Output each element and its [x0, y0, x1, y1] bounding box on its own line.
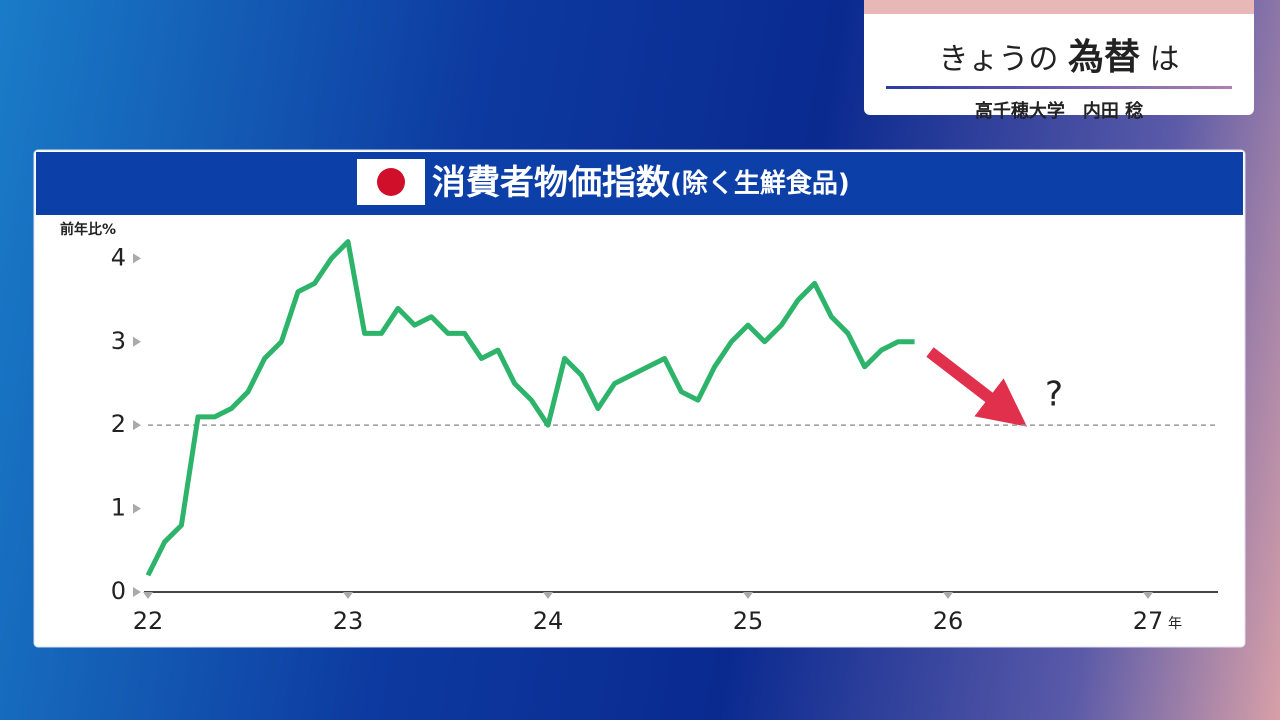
- x-tick-label: 22: [133, 607, 164, 635]
- y-tick: [133, 503, 141, 514]
- x-unit: 年: [1168, 616, 1182, 632]
- x-tick: [543, 592, 553, 599]
- data-line: [145, 239, 915, 577]
- y-tick-label: 0: [111, 577, 126, 605]
- y-tick-label: 1: [111, 494, 126, 522]
- y-tick: [133, 420, 141, 431]
- chart-title: 消費者物価指数(除く生鮮食品): [432, 163, 850, 203]
- header-subtitle: 高千穂大学 内田 稔: [974, 101, 1144, 122]
- title-suffix: (除く生鮮食品): [670, 168, 850, 199]
- x-tick: [343, 592, 353, 599]
- header: きょうの 為替 は 高千穂大学 内田 稔: [864, 0, 1254, 122]
- x-tick: [743, 592, 753, 599]
- annotation: ?: [1045, 375, 1063, 415]
- divider: [886, 86, 1232, 89]
- y-tick-label: 3: [111, 327, 126, 355]
- y-tick: [133, 336, 141, 347]
- flag-sun: [377, 168, 405, 196]
- x-tick-label: 26: [933, 607, 964, 635]
- title-post: は: [1149, 42, 1180, 77]
- arrow: [926, 347, 1028, 427]
- title-pre: きょうの: [938, 42, 1059, 77]
- x-tick: [143, 592, 153, 599]
- y-axis-label: 前年比%: [60, 221, 116, 238]
- y-tick-label: 2: [111, 410, 126, 438]
- x-tick-label: 27: [1133, 607, 1164, 635]
- header-title: きょうの 為替 は: [864, 28, 1254, 80]
- panel: [33, 149, 1246, 648]
- y-tick: [133, 253, 141, 264]
- x-tick-label: 25: [733, 607, 764, 635]
- x-tick: [943, 592, 953, 599]
- y-tick: [133, 587, 141, 597]
- x-tick-label: 23: [333, 607, 364, 635]
- title-main: 為替: [1067, 37, 1140, 78]
- title-main: 消費者物価指数: [432, 163, 670, 203]
- x-tick: [1143, 592, 1153, 599]
- x-tick-label: 24: [533, 607, 564, 635]
- y-tick-label: 4: [111, 243, 126, 271]
- title-bar: [36, 152, 1243, 215]
